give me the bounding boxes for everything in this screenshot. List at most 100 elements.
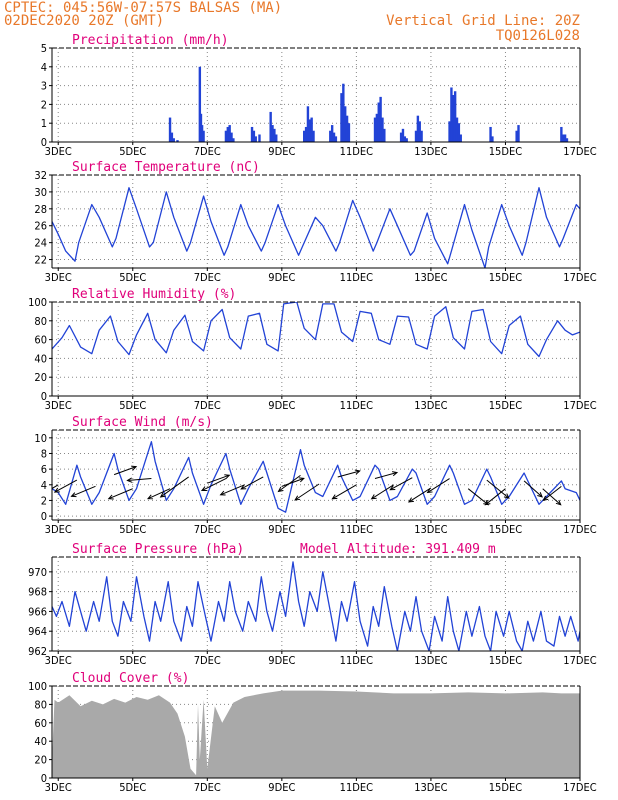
precip-bar	[310, 117, 313, 142]
header-grid-info: Vertical Grid Line: 20Z	[386, 13, 580, 29]
precip-bar	[271, 125, 274, 142]
wind-vector	[294, 483, 320, 501]
x-tick-label: 9DEC	[268, 781, 295, 794]
x-tick-label: 3DEC	[45, 271, 72, 284]
wind-vector-head	[200, 486, 207, 492]
x-tick-label: 15DEC	[489, 654, 522, 667]
x-tick-label: 15DEC	[489, 399, 522, 412]
panel-title: Relative Humidity (%)	[72, 287, 236, 302]
cloud-area	[52, 690, 580, 778]
x-tick-label: 9DEC	[268, 271, 295, 284]
y-tick-label: 40	[34, 735, 47, 748]
panel-annotation: Model Altitude: 391.409 m	[300, 542, 496, 557]
x-tick-label: 7DEC	[194, 523, 221, 536]
y-tick-label: 968	[28, 586, 47, 599]
x-tick-label: 5DEC	[119, 654, 146, 667]
wind-vector-head	[354, 469, 361, 475]
y-tick-label: 966	[28, 605, 47, 618]
wind-vector-head	[70, 492, 77, 498]
y-tick-label: 80	[34, 315, 47, 328]
precip-bar	[491, 136, 494, 142]
y-tick-label: 1	[41, 117, 47, 130]
wind-vector	[52, 484, 59, 490]
y-tick-label: 60	[34, 717, 47, 730]
wind-vector-head	[159, 492, 166, 498]
wind-vector	[127, 478, 152, 482]
wind-vector	[54, 479, 78, 493]
precip-bar	[332, 132, 336, 142]
precip-bar	[450, 87, 453, 142]
precip-bar	[401, 128, 405, 142]
x-tick-label: 17DEC	[563, 654, 596, 667]
y-tick-label: 8	[41, 447, 47, 460]
precip-bar	[403, 136, 407, 142]
precip-bar	[312, 130, 315, 142]
wind-vector	[542, 488, 562, 506]
wind-vector-head	[426, 488, 433, 494]
y-tick-label: 28	[34, 203, 47, 216]
pressure-line	[52, 561, 580, 651]
y-tick-label: 80	[34, 698, 47, 711]
precip-bar	[198, 66, 202, 142]
x-tick-label: 7DEC	[194, 271, 221, 284]
wind-vector	[147, 488, 171, 500]
x-tick-label: 11DEC	[340, 781, 373, 794]
precip-bar	[345, 115, 349, 142]
precip-bar	[250, 126, 254, 142]
x-tick-label: 3DEC	[45, 654, 72, 667]
precip-bar	[515, 130, 518, 142]
precip-bar	[517, 125, 520, 142]
wind-vector	[113, 466, 137, 476]
wind-vector	[543, 485, 562, 501]
wind-vector-head	[389, 485, 396, 491]
y-tick-label: 100	[28, 680, 47, 693]
x-tick-label: 9DEC	[268, 399, 295, 412]
y-tick-label: 10	[34, 432, 47, 445]
x-tick-label: 5DEC	[119, 399, 146, 412]
wind-vector	[486, 479, 510, 499]
y-tick-label: 6	[41, 463, 47, 476]
y-tick-label: 4	[41, 479, 47, 492]
wind-vector-head	[503, 493, 510, 499]
x-tick-label: 11DEC	[340, 271, 373, 284]
precip-bar	[375, 113, 379, 142]
precip-bar	[381, 117, 384, 142]
precip-bar	[308, 119, 311, 142]
rh-line	[52, 302, 580, 358]
y-tick-label: 30	[34, 186, 47, 199]
wind-vector	[160, 476, 189, 498]
plot-area	[52, 561, 580, 651]
precip-bar	[230, 132, 233, 142]
precip-bar	[202, 130, 205, 142]
precip-bar	[416, 115, 420, 142]
y-tick-label: 964	[28, 625, 47, 638]
precip-bar	[228, 125, 231, 142]
wind-vector-head	[298, 477, 305, 483]
x-tick-label: 3DEC	[45, 399, 72, 412]
x-tick-label: 7DEC	[194, 399, 221, 412]
y-tick-label: 5	[41, 42, 47, 55]
y-tick-label: 26	[34, 220, 47, 233]
panel-cloud: 0 20 40 60 80 100 3DEC 5DEC 7DEC 9DEC 11DEC 13DEC 15…	[28, 671, 597, 794]
precip-bar	[453, 91, 457, 142]
x-tick-label: 13DEC	[414, 654, 447, 667]
x-tick-label: 3DEC	[45, 523, 72, 536]
precip-bar	[347, 123, 351, 142]
y-tick-label: 3	[41, 80, 47, 93]
precip-bar	[418, 121, 421, 142]
wind-vector-head	[53, 487, 60, 493]
x-tick-label: 5DEC	[119, 781, 146, 794]
precip-bar	[269, 111, 272, 142]
precip-bar	[489, 126, 492, 142]
x-tick-label: 13DEC	[414, 271, 447, 284]
wind-vector-head	[146, 494, 154, 500]
precip-bar	[455, 117, 459, 142]
precip-bar	[168, 117, 172, 142]
y-tick-label: 4	[41, 61, 47, 74]
y-tick-label: 24	[34, 237, 47, 250]
wind-vector	[240, 476, 264, 490]
precip-bar	[377, 102, 380, 142]
plot-area	[52, 441, 580, 513]
plot-area	[52, 302, 580, 358]
precip-bar	[457, 123, 461, 142]
